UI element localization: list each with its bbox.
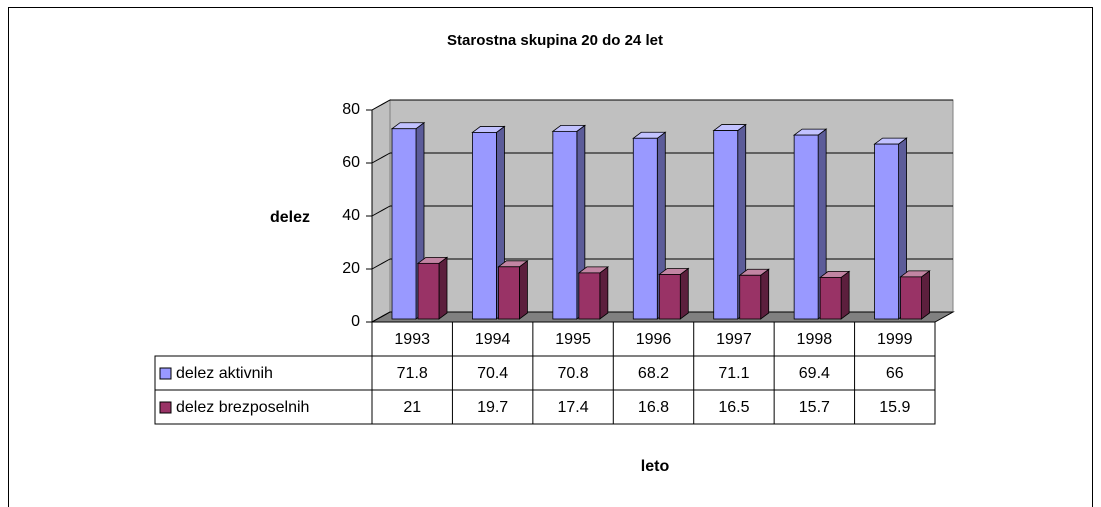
- grid-line: [371, 99, 391, 111]
- x-tick-label: 1994: [475, 331, 511, 348]
- legend-swatch: [159, 367, 172, 380]
- chart-title: Starostna skupina 20 do 24 let: [447, 32, 663, 49]
- x-tick-label: 1999: [877, 331, 913, 348]
- bar: [391, 128, 417, 320]
- bar-side: [840, 270, 850, 320]
- table-value: 15.9: [879, 399, 910, 416]
- table-value: 66: [886, 365, 904, 382]
- x-tick-label: 1997: [716, 331, 752, 348]
- y-tick-label: 20: [342, 260, 360, 277]
- y-tick-label: 60: [342, 154, 360, 171]
- bar-side: [760, 268, 770, 320]
- grid-line: [371, 258, 391, 270]
- bar-side: [519, 259, 528, 320]
- x-tick-label: 1998: [797, 331, 833, 348]
- bar: [874, 143, 899, 320]
- bar: [578, 272, 601, 320]
- table-value: 19.7: [477, 399, 508, 416]
- bar-side: [921, 270, 930, 320]
- y-tick-label: 0: [351, 313, 360, 330]
- bar: [739, 274, 762, 320]
- table-value: 15.7: [799, 399, 830, 416]
- bar: [417, 262, 440, 320]
- legend-swatch: [159, 401, 172, 414]
- bar-side: [679, 267, 689, 320]
- table-value: 68.2: [638, 365, 669, 382]
- grid-line: [371, 311, 391, 323]
- y-tick-label: 80: [342, 101, 360, 118]
- x-tick-label: 1993: [394, 331, 430, 348]
- bar: [900, 276, 922, 320]
- legend-label: delez brezposelnih: [176, 399, 309, 416]
- bar: [472, 132, 497, 320]
- bar-side: [438, 256, 448, 320]
- bar: [498, 266, 520, 320]
- grid-line: [371, 152, 391, 164]
- table-value: 16.5: [718, 399, 749, 416]
- x-tick-label: 1995: [555, 331, 591, 348]
- table-value: 21: [403, 399, 421, 416]
- table-value: 71.1: [718, 365, 749, 382]
- x-tick-label: 1996: [636, 331, 672, 348]
- table-value: 70.8: [558, 365, 589, 382]
- bar: [713, 130, 739, 320]
- table-value: 17.4: [558, 399, 589, 416]
- table-value: 71.8: [397, 365, 428, 382]
- table-value: 16.8: [638, 399, 669, 416]
- table-value: 69.4: [799, 365, 830, 382]
- bar: [658, 274, 681, 320]
- bar: [552, 130, 578, 320]
- legend-label: delez aktivnih: [176, 365, 273, 382]
- y-axis-label: delez: [270, 209, 310, 226]
- bar: [819, 276, 842, 320]
- bar: [632, 137, 658, 320]
- bar: [793, 134, 819, 320]
- bar-side: [599, 266, 609, 320]
- grid-line: [371, 205, 391, 217]
- x-axis-label: leto: [641, 458, 670, 475]
- table-value: 70.4: [477, 365, 508, 382]
- y-tick-label: 40: [342, 207, 360, 224]
